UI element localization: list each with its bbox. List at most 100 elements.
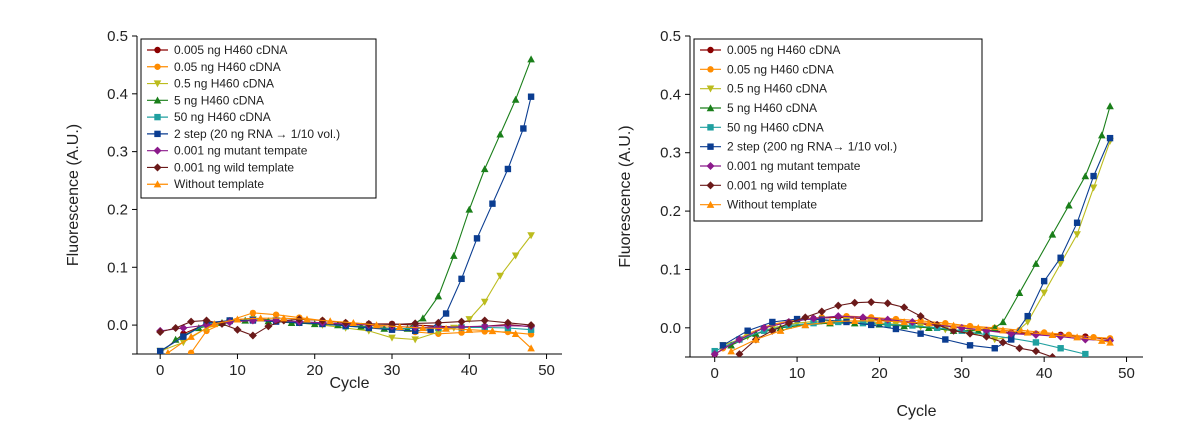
y-tick-label: 0.5 bbox=[660, 28, 681, 45]
series-line bbox=[714, 321, 1086, 355]
data-point bbox=[900, 303, 909, 312]
legend-marker bbox=[153, 80, 162, 88]
data-point bbox=[427, 326, 434, 333]
legend-marker bbox=[154, 46, 161, 54]
x-tick-label: 0 bbox=[156, 362, 164, 379]
legend-marker bbox=[707, 66, 714, 73]
legend-item: Without template bbox=[700, 198, 817, 212]
data-point bbox=[982, 332, 991, 341]
data-point bbox=[233, 325, 242, 334]
legend-label: 5 ng H460 cDNA bbox=[727, 101, 817, 115]
data-point bbox=[834, 312, 843, 321]
data-point bbox=[900, 318, 908, 326]
data-point bbox=[1024, 312, 1031, 320]
data-point bbox=[1082, 350, 1089, 357]
data-point bbox=[916, 312, 925, 321]
data-point bbox=[1098, 336, 1106, 344]
legend-item: 0.005 ng H460 cDNA bbox=[147, 43, 287, 57]
data-point bbox=[1106, 134, 1114, 142]
data-point bbox=[458, 329, 465, 336]
data-point bbox=[1031, 347, 1040, 356]
data-point bbox=[465, 316, 474, 324]
x-tick-label: 30 bbox=[953, 365, 970, 382]
legend-item: 50 ng H460 cDNA bbox=[147, 110, 271, 124]
data-point bbox=[843, 318, 850, 326]
data-point bbox=[1081, 335, 1090, 344]
data-point bbox=[892, 325, 900, 333]
y-tick-label: 0.3 bbox=[107, 144, 128, 161]
data-point bbox=[884, 321, 891, 328]
data-point bbox=[434, 292, 443, 300]
data-point bbox=[527, 93, 535, 100]
data-point bbox=[395, 323, 404, 331]
data-point bbox=[419, 324, 427, 332]
data-point bbox=[210, 320, 219, 328]
data-point bbox=[527, 55, 535, 63]
data-point bbox=[473, 235, 481, 242]
data-point bbox=[776, 326, 785, 334]
legend-label: 5 ng H460 cDNA bbox=[174, 93, 264, 107]
data-point bbox=[769, 318, 776, 326]
legend-marker bbox=[707, 124, 714, 131]
legend-marker bbox=[707, 143, 714, 150]
data-point bbox=[1073, 333, 1081, 341]
data-point bbox=[165, 349, 171, 354]
data-point bbox=[784, 319, 793, 328]
data-point bbox=[489, 200, 496, 207]
data-point bbox=[171, 323, 180, 332]
data-point bbox=[256, 314, 265, 322]
data-point bbox=[859, 319, 867, 327]
series-5 bbox=[711, 318, 1089, 357]
data-point bbox=[171, 335, 180, 343]
data-point bbox=[202, 316, 211, 325]
data-point bbox=[411, 319, 420, 328]
data-point bbox=[1081, 172, 1090, 180]
data-point bbox=[411, 336, 419, 344]
series-2 bbox=[187, 309, 535, 354]
data-point bbox=[496, 272, 504, 280]
data-point bbox=[303, 315, 311, 323]
data-point bbox=[868, 321, 875, 329]
legend-item: 0.5 ng H460 cDNA bbox=[147, 77, 274, 91]
data-point bbox=[504, 165, 512, 173]
legend-item: 5 ng H460 cDNA bbox=[700, 101, 817, 115]
chart-1: 0.0 0.1 0.2 0.3 0.4 0.5 0 10 20 30 40 50 Cycle Fluore… bbox=[65, 28, 562, 392]
data-point bbox=[793, 315, 801, 323]
data-point bbox=[1048, 353, 1057, 357]
data-point bbox=[949, 326, 958, 335]
data-point bbox=[942, 336, 949, 343]
data-point bbox=[1089, 184, 1098, 192]
x-axis-label: Cycle bbox=[329, 375, 369, 392]
y-tick-label: 0.2 bbox=[107, 201, 128, 218]
data-point bbox=[1090, 172, 1097, 180]
data-point bbox=[511, 252, 520, 260]
data-point bbox=[1048, 331, 1057, 339]
legend-item: Without template bbox=[147, 177, 264, 191]
data-point bbox=[187, 349, 195, 354]
data-point bbox=[349, 318, 358, 326]
legend-marker bbox=[706, 181, 715, 190]
legend-item: 0.001 ng mutant tempate bbox=[700, 159, 861, 173]
data-point bbox=[511, 95, 520, 103]
legend-marker bbox=[706, 104, 715, 112]
data-point bbox=[156, 347, 164, 354]
data-point bbox=[1065, 201, 1073, 209]
x-tick-label: 0 bbox=[711, 365, 719, 382]
x-tick-label: 30 bbox=[384, 362, 401, 379]
data-point bbox=[442, 324, 450, 332]
data-point bbox=[735, 350, 744, 357]
data-point bbox=[280, 314, 288, 322]
x-tick-label: 40 bbox=[1036, 365, 1053, 382]
data-point bbox=[503, 318, 512, 327]
data-point bbox=[527, 321, 536, 330]
data-point bbox=[1032, 259, 1040, 267]
data-point bbox=[1073, 231, 1081, 239]
data-point bbox=[850, 298, 859, 307]
legend-label: 50 ng H460 cDNA bbox=[174, 110, 271, 124]
data-point bbox=[248, 331, 257, 340]
data-point bbox=[527, 232, 535, 240]
y-axis-label: Fluorescence (A.U.) bbox=[617, 125, 634, 267]
data-point bbox=[818, 316, 825, 323]
data-point bbox=[434, 318, 443, 327]
